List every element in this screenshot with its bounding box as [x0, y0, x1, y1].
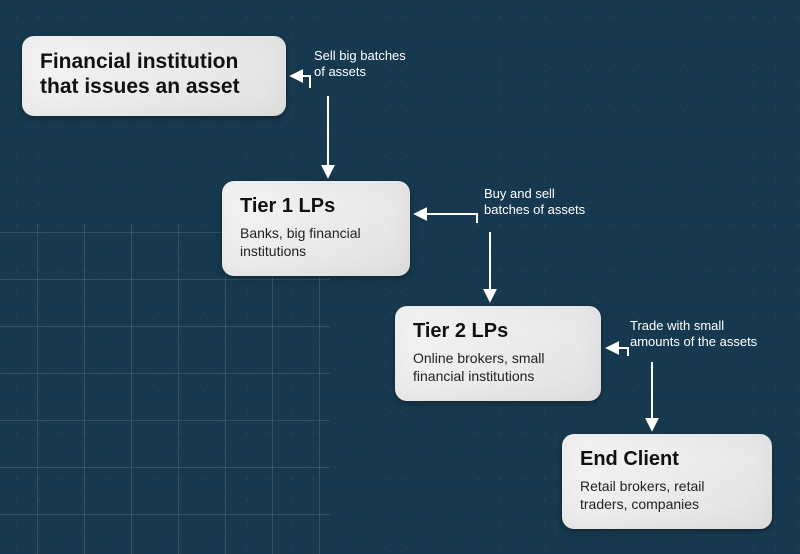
- edge-label: Buy and sell batches of assets: [484, 186, 585, 219]
- edge-label: Sell big batches of assets: [314, 48, 406, 81]
- node-issuer: Financial institution that issues an ass…: [22, 36, 286, 116]
- node-tier1: Tier 1 LPs Banks, big financial institut…: [222, 181, 410, 276]
- node-title: Financial institution that issues an ass…: [40, 50, 268, 100]
- node-title: Tier 2 LPs: [413, 320, 583, 344]
- edge-label: Trade with small amounts of the assets: [630, 318, 757, 351]
- node-title: End Client: [580, 448, 754, 472]
- node-subtitle: Online brokers, small financial institut…: [413, 350, 583, 386]
- node-end-client: End Client Retail brokers, retail trader…: [562, 434, 772, 529]
- node-title: Tier 1 LPs: [240, 195, 392, 219]
- node-subtitle: Retail brokers, retail traders, companie…: [580, 478, 754, 514]
- node-tier2: Tier 2 LPs Online brokers, small financi…: [395, 306, 601, 401]
- node-subtitle: Banks, big financial institutions: [240, 225, 392, 261]
